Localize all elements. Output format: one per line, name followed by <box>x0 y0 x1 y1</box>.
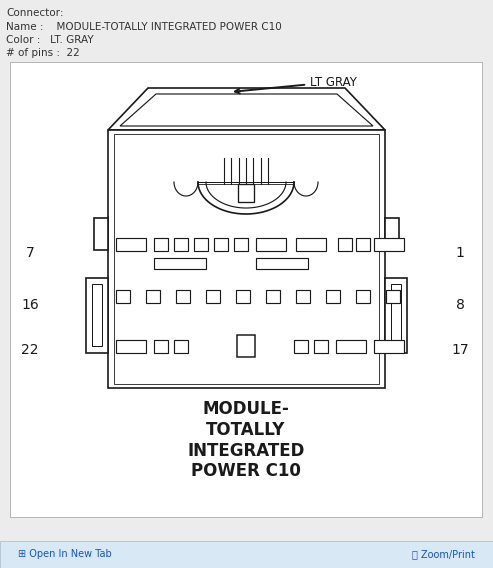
Bar <box>154 340 168 353</box>
Bar <box>94 218 108 250</box>
Bar <box>296 290 310 303</box>
Text: 16: 16 <box>21 298 39 312</box>
Bar <box>194 238 208 251</box>
Bar <box>338 238 352 251</box>
Text: 8: 8 <box>456 298 464 312</box>
Bar <box>314 340 328 353</box>
Bar <box>294 340 308 353</box>
Bar <box>154 238 168 251</box>
Bar <box>236 290 250 303</box>
Text: Color :   LT. GRAY: Color : LT. GRAY <box>6 35 94 45</box>
Bar <box>108 130 385 388</box>
Bar <box>146 290 160 303</box>
Bar <box>256 238 286 251</box>
Bar <box>116 340 146 353</box>
Bar <box>116 238 146 251</box>
Bar <box>385 278 407 353</box>
Text: ⊞ Open In New Tab: ⊞ Open In New Tab <box>18 549 112 559</box>
Bar <box>296 238 326 251</box>
Bar <box>174 340 188 353</box>
Bar <box>238 184 254 202</box>
Bar <box>374 340 404 353</box>
Bar <box>391 284 401 346</box>
Text: 7: 7 <box>26 246 35 260</box>
Text: 🔍 Zoom/Print: 🔍 Zoom/Print <box>412 549 475 559</box>
Bar <box>154 258 206 269</box>
Bar <box>0 541 493 568</box>
Bar <box>206 290 220 303</box>
Bar <box>356 290 370 303</box>
Bar <box>374 238 404 251</box>
Bar <box>266 290 280 303</box>
Bar <box>386 290 400 303</box>
Text: Connector:: Connector: <box>6 8 64 18</box>
Text: # of pins :  22: # of pins : 22 <box>6 48 80 58</box>
Bar <box>256 258 308 269</box>
Text: 22: 22 <box>21 343 39 357</box>
Bar <box>116 290 130 303</box>
Bar <box>86 278 108 353</box>
Text: 17: 17 <box>451 343 469 357</box>
Bar <box>176 290 190 303</box>
Bar <box>237 335 255 357</box>
Bar <box>174 238 188 251</box>
Bar <box>234 238 248 251</box>
Text: LT GRAY: LT GRAY <box>235 76 357 93</box>
Bar <box>385 218 399 250</box>
Bar <box>326 290 340 303</box>
Bar <box>356 238 370 251</box>
Bar <box>10 62 482 517</box>
Bar <box>214 238 228 251</box>
Text: MODULE-
TOTALLY
INTEGRATED
POWER C10: MODULE- TOTALLY INTEGRATED POWER C10 <box>187 400 305 481</box>
Polygon shape <box>108 88 385 130</box>
Bar <box>336 340 366 353</box>
Polygon shape <box>120 94 373 126</box>
Text: 1: 1 <box>456 246 464 260</box>
Text: Name :    MODULE-TOTALLY INTEGRATED POWER C10: Name : MODULE-TOTALLY INTEGRATED POWER C… <box>6 22 282 32</box>
Bar <box>92 284 102 346</box>
Bar <box>114 134 379 384</box>
